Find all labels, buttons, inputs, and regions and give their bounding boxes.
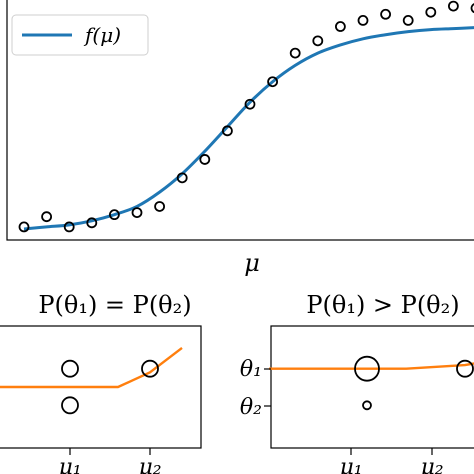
right-ytick-label-2: θ₂	[240, 395, 262, 420]
right-marker	[456, 359, 474, 378]
left-plot-frame	[0, 325, 202, 449]
bottom-left-panel: P(θ₁) = P(θ₂) μ₁ μ₂	[0, 291, 202, 474]
data-point	[109, 209, 120, 221]
top-plot-frame	[6, 0, 474, 241]
left-marker	[61, 359, 79, 378]
right-plot-area	[269, 355, 474, 411]
data-point	[470, 3, 474, 14]
left-marker	[141, 359, 159, 378]
left-xtick-label-2: μ₂	[138, 455, 161, 474]
data-point	[380, 8, 392, 20]
data-point	[312, 35, 324, 47]
right-orange-line	[269, 362, 474, 370]
left-xtick-label-1: μ₁	[58, 455, 81, 474]
right-plot-frame	[270, 325, 474, 449]
right-marker	[362, 400, 372, 411]
data-point	[289, 47, 301, 59]
data-point	[41, 211, 52, 223]
top-plot-area	[18, 0, 474, 233]
legend-label: f(μ)	[83, 23, 121, 47]
data-point	[425, 6, 437, 18]
right-panel-title: P(θ₁) > P(θ₂)	[306, 291, 459, 319]
data-point	[357, 15, 369, 26]
legend-box	[11, 14, 149, 56]
data-point	[131, 207, 143, 218]
data-point	[18, 221, 30, 233]
top-panel: f(μ) μ	[6, 0, 474, 277]
left-plot-area	[0, 347, 183, 415]
data-point	[199, 154, 211, 165]
left-marker	[61, 396, 79, 415]
data-point	[63, 221, 75, 233]
right-ytick-label-1: θ₁	[240, 357, 262, 382]
right-xtick-label-2: μ₂	[420, 455, 443, 474]
data-point	[176, 172, 188, 184]
data-point	[267, 76, 279, 88]
data-point	[402, 15, 414, 26]
data-point	[221, 125, 233, 137]
data-point	[447, 0, 459, 12]
data-point	[334, 21, 346, 32]
bottom-right-panel: P(θ₁) > P(θ₂) θ₁ θ₂ μ₁ μ₂	[240, 291, 474, 474]
data-point	[86, 217, 98, 229]
right-marker	[354, 355, 380, 382]
legend: f(μ)	[11, 14, 149, 56]
sigmoid-curve	[23, 26, 474, 231]
data-point	[244, 98, 256, 110]
data-point	[154, 201, 166, 212]
top-x-axis-label: μ	[244, 249, 260, 277]
left-orange-line	[0, 347, 183, 389]
left-panel-title: P(θ₁) = P(θ₂)	[38, 291, 191, 319]
right-xtick-label-1: μ₁	[339, 455, 362, 474]
